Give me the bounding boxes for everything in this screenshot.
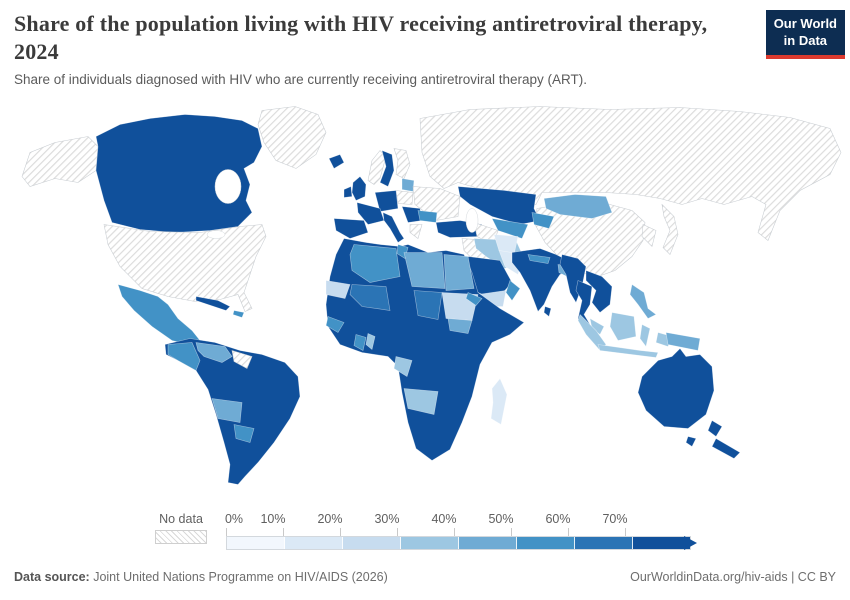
region-chad[interactable]: [413, 290, 443, 320]
region-mongolia[interactable]: [543, 194, 613, 219]
region-iberia[interactable]: [333, 218, 369, 239]
legend-tick-label: 30%: [374, 512, 400, 526]
region-benin-togo[interactable]: [365, 333, 376, 351]
region-algeria[interactable]: [349, 244, 401, 283]
region-kazakhstan[interactable]: [457, 186, 541, 225]
region-new-zealand-south[interactable]: [711, 438, 741, 459]
legend-bin-5[interactable]: [517, 537, 575, 549]
region-greece[interactable]: [409, 224, 423, 239]
world-choropleth-map[interactable]: [0, 103, 850, 506]
legend-tick-label: 70%: [602, 512, 628, 526]
legend-bin-1[interactable]: [285, 537, 343, 549]
legend-bin-6[interactable]: [575, 537, 633, 549]
legend-bin-3[interactable]: [401, 537, 459, 549]
region-oman[interactable]: [505, 279, 521, 302]
region-eritrea[interactable]: [465, 292, 483, 306]
region-philippines[interactable]: [629, 284, 657, 319]
region-gabon[interactable]: [393, 356, 413, 377]
region-india[interactable]: [511, 248, 573, 313]
region-malaysia[interactable]: [589, 317, 605, 335]
legend-tick-label: 0%: [224, 512, 244, 526]
region-paraguay[interactable]: [233, 424, 255, 443]
legend-no-data-swatch[interactable]: [155, 530, 207, 544]
region-greenland[interactable]: [257, 106, 327, 169]
region-korea[interactable]: [641, 224, 657, 248]
region-iceland[interactable]: [328, 154, 345, 169]
region-ghana[interactable]: [353, 334, 367, 351]
region-guinea[interactable]: [325, 316, 345, 333]
region-guyanas[interactable]: [231, 350, 253, 369]
legend-no-data-label: No data: [159, 512, 203, 526]
great-lakes: [206, 230, 226, 239]
region-hispaniola[interactable]: [232, 310, 245, 318]
legend-arrow: [684, 536, 697, 550]
legend-tick-label: 50%: [488, 512, 514, 526]
region-romania-bulgaria[interactable]: [417, 210, 438, 223]
legend-tick-label: 10%: [260, 512, 286, 526]
region-belarus-ukraine[interactable]: [412, 186, 461, 221]
legend-color-bar: [226, 536, 691, 550]
region-italy[interactable]: [382, 212, 405, 243]
region-madagascar[interactable]: [490, 377, 508, 425]
region-uzbekistan[interactable]: [491, 218, 529, 239]
legend-bin-7[interactable]: [633, 537, 690, 549]
region-canada[interactable]: [95, 114, 263, 233]
region-sulawesi[interactable]: [639, 324, 651, 348]
region-sri-lanka[interactable]: [543, 306, 552, 318]
caspian-sea: [465, 208, 479, 233]
region-japan[interactable]: [661, 203, 679, 255]
legend-bin-4[interactable]: [459, 537, 517, 549]
region-angola[interactable]: [403, 388, 439, 415]
region-borneo[interactable]: [609, 312, 637, 341]
page-title: Share of the population living with HIV …: [14, 11, 708, 65]
owid-logo-line1: Our World: [773, 16, 837, 31]
chart-subtitle: Share of individuals diagnosed with HIV …: [14, 72, 588, 87]
region-australia[interactable]: [637, 348, 715, 429]
legend-bar: 0% 10% 20% 30% 40% 50% 60% 70%: [224, 512, 706, 556]
legend-no-data[interactable]: No data: [155, 512, 207, 544]
region-usa[interactable]: [103, 224, 267, 312]
region-mali[interactable]: [349, 284, 391, 311]
data-source: Data source: Joint United Nations Progra…: [14, 570, 388, 584]
region-south-sudan[interactable]: [447, 318, 473, 334]
region-bolivia[interactable]: [211, 398, 243, 423]
data-source-text: Joint United Nations Programme on HIV/AI…: [89, 570, 388, 584]
region-egypt[interactable]: [443, 254, 475, 291]
region-vietnam-laos-cambodia[interactable]: [585, 270, 613, 313]
map-legend: No data 0% 10% 20% 30% 40% 50% 60% 70%: [0, 512, 850, 556]
region-new-zealand-north[interactable]: [707, 420, 723, 437]
region-sweden[interactable]: [379, 150, 395, 187]
region-united-kingdom[interactable]: [351, 176, 367, 201]
region-colombia[interactable]: [167, 342, 201, 371]
legend-tick-label: 20%: [317, 512, 343, 526]
region-kyrgyzstan-tajikistan[interactable]: [531, 212, 555, 229]
owid-logo[interactable]: Our World in Data: [765, 10, 845, 59]
region-western-sahara[interactable]: [325, 280, 351, 299]
data-source-label: Data source:: [14, 570, 90, 584]
region-central-europe[interactable]: [374, 190, 399, 212]
region-finland[interactable]: [393, 148, 411, 179]
legend-tick-label: 40%: [431, 512, 457, 526]
legend-tick-label: 60%: [545, 512, 571, 526]
region-papua-new-guinea[interactable]: [665, 332, 701, 351]
region-java[interactable]: [597, 344, 659, 358]
region-baltic-states[interactable]: [401, 178, 415, 192]
region-libya[interactable]: [403, 252, 446, 289]
footer-link[interactable]: OurWorldinData.org/hiv-aids | CC BY: [630, 570, 836, 584]
region-tasmania[interactable]: [685, 436, 697, 447]
region-ireland[interactable]: [343, 186, 353, 198]
hudson-bay: [214, 169, 242, 204]
owid-logo-line2: in Data: [783, 32, 828, 48]
legend-bin-0[interactable]: [227, 537, 285, 549]
region-nepal[interactable]: [527, 254, 551, 264]
region-poland[interactable]: [395, 190, 414, 205]
region-france[interactable]: [356, 202, 385, 225]
legend-bin-2[interactable]: [343, 537, 401, 549]
region-venezuela[interactable]: [195, 342, 233, 363]
region-cuba[interactable]: [195, 296, 231, 311]
region-alaska[interactable]: [21, 136, 99, 187]
